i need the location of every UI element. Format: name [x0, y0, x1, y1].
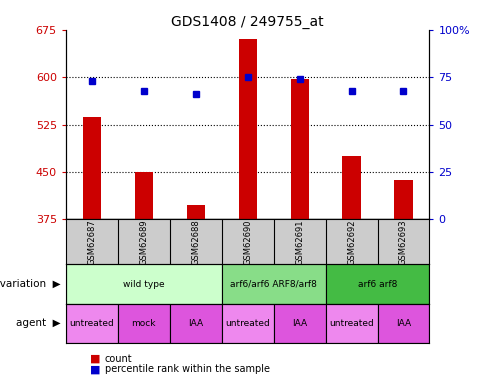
Bar	[170, 304, 222, 343]
Text: GSM62690: GSM62690	[243, 219, 252, 265]
Bar	[239, 39, 257, 219]
Text: GSM62687: GSM62687	[87, 219, 96, 265]
Bar	[290, 79, 309, 219]
Text: IAA: IAA	[188, 319, 203, 328]
Text: mock: mock	[132, 319, 156, 328]
Text: ■: ■	[90, 354, 101, 364]
Text: GSM62693: GSM62693	[399, 219, 408, 265]
Bar	[66, 304, 118, 343]
Bar	[118, 304, 170, 343]
Bar	[222, 264, 325, 304]
Bar	[394, 180, 412, 219]
Text: untreated: untreated	[225, 319, 270, 328]
Bar	[325, 304, 378, 343]
Bar	[343, 156, 361, 219]
Bar	[135, 172, 153, 219]
Bar	[325, 264, 429, 304]
Bar	[378, 304, 429, 343]
Text: arf6 arf8: arf6 arf8	[358, 280, 397, 289]
Text: GSM62688: GSM62688	[191, 219, 200, 265]
Bar	[66, 264, 222, 304]
Text: GSM62691: GSM62691	[295, 219, 304, 265]
Bar	[186, 206, 205, 219]
Title: GDS1408 / 249755_at: GDS1408 / 249755_at	[171, 15, 324, 29]
Text: GSM62692: GSM62692	[347, 219, 356, 265]
Text: percentile rank within the sample: percentile rank within the sample	[105, 364, 270, 374]
Text: count: count	[105, 354, 133, 364]
Text: IAA: IAA	[292, 319, 307, 328]
Text: agent  ▶: agent ▶	[17, 318, 61, 328]
Text: wild type: wild type	[123, 280, 164, 289]
Text: untreated: untreated	[69, 319, 114, 328]
Bar	[83, 117, 101, 219]
Bar	[274, 304, 325, 343]
Text: arf6/arf6 ARF8/arf8: arf6/arf6 ARF8/arf8	[230, 280, 317, 289]
Bar	[222, 304, 274, 343]
Text: genotype/variation  ▶: genotype/variation ▶	[0, 279, 61, 289]
Text: untreated: untreated	[329, 319, 374, 328]
Text: IAA: IAA	[396, 319, 411, 328]
Text: GSM62689: GSM62689	[139, 219, 148, 265]
Text: ■: ■	[90, 364, 101, 374]
